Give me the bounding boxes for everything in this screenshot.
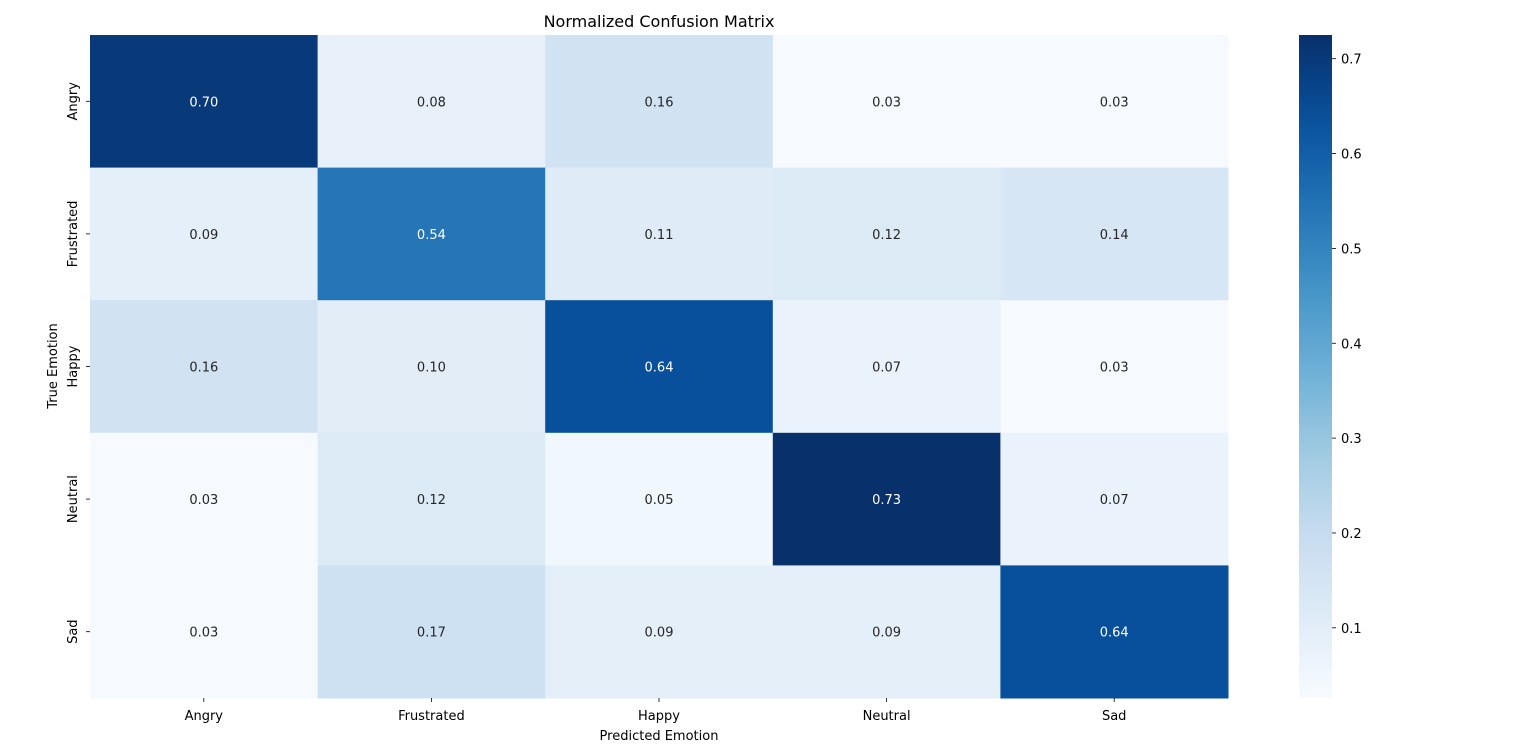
- heatmap-cell: [772, 432, 1001, 566]
- y-tick-label: Sad: [66, 619, 81, 643]
- cell-value-label: 0.08: [417, 95, 446, 110]
- heatmap-cell: [1000, 432, 1229, 566]
- cell-value-label: 0.07: [872, 361, 901, 376]
- x-tick-label: Frustrated: [398, 709, 465, 724]
- cell-value-label: 0.10: [417, 361, 446, 376]
- cell-value-label: 0.09: [872, 626, 901, 641]
- y-tick-label: Happy: [66, 345, 81, 387]
- heatmap-cell: [545, 300, 774, 434]
- y-tick-label: Neutral: [66, 475, 81, 523]
- cell-value-label: 0.12: [417, 493, 446, 508]
- heatmap-cell: [317, 300, 546, 434]
- heatmap-cell: [90, 167, 319, 301]
- heatmap-cell: [90, 565, 319, 699]
- cell-value-label: 0.11: [645, 228, 674, 243]
- heatmap-cell: [772, 300, 1001, 434]
- cell-value-label: 0.03: [1100, 361, 1129, 376]
- heatmap-cell: [772, 565, 1001, 699]
- colorbar-tick-label: 0.5: [1341, 242, 1362, 257]
- cell-value-label: 0.16: [189, 361, 218, 376]
- colorbar-tick-label: 0.6: [1341, 148, 1362, 163]
- cell-value-label: 0.64: [1100, 626, 1129, 641]
- colorbar: [1299, 35, 1332, 698]
- chart-title: Normalized Confusion Matrix: [544, 12, 775, 31]
- cell-value-label: 0.03: [189, 626, 218, 641]
- heatmap-cell: [772, 167, 1001, 301]
- cell-value-label: 0.09: [189, 228, 218, 243]
- heatmap-cells: 0.70 0.08 0.16 0.03 0.03 0.09 0.54 0.11 0.12 0.14…: [90, 35, 1229, 699]
- heatmap-cell: [317, 565, 546, 699]
- x-tick-label: Happy: [638, 709, 680, 724]
- cell-value-label: 0.70: [189, 95, 218, 110]
- colorbar-tick-label: 0.2: [1341, 527, 1362, 542]
- heatmap-cell: [1000, 565, 1229, 699]
- heatmap-cell: [90, 35, 319, 169]
- heatmap-cell: [545, 432, 774, 566]
- x-axis-ticks: Angry Frustrated Happy Neutral Sad: [185, 698, 1126, 724]
- cell-value-label: 0.14: [1100, 228, 1129, 243]
- heatmap-cell: [545, 35, 774, 169]
- y-tick-label: Frustrated: [66, 201, 81, 268]
- heatmap-cell: [1000, 35, 1229, 169]
- cell-value-label: 0.03: [872, 95, 901, 110]
- y-tick-label: Angry: [66, 82, 81, 121]
- heatmap-cell: [90, 300, 319, 434]
- colorbar-tick-label: 0.7: [1341, 53, 1362, 68]
- cell-value-label: 0.12: [872, 228, 901, 243]
- heatmap-cell: [772, 35, 1001, 169]
- colorbar-tick-label: 0.3: [1341, 432, 1362, 447]
- cell-value-label: 0.17: [417, 626, 446, 641]
- cell-value-label: 0.16: [645, 95, 674, 110]
- colorbar-tick-label: 0.1: [1341, 622, 1362, 637]
- cell-value-label: 0.03: [1100, 95, 1129, 110]
- colorbar-tick-label: 0.4: [1341, 337, 1362, 352]
- heatmap-cell: [90, 432, 319, 566]
- colorbar-ticks: 0.1 0.2 0.3 0.4 0.5 0.6 0.7: [1332, 53, 1362, 637]
- x-tick-label: Sad: [1102, 709, 1126, 724]
- y-axis-label: True Emotion: [46, 323, 61, 409]
- heatmap-cell: [1000, 167, 1229, 301]
- heatmap-cell: [317, 432, 546, 566]
- heatmap-cell: [317, 35, 546, 169]
- cell-value-label: 0.09: [645, 626, 674, 641]
- y-axis-ticks: Angry Frustrated Happy Neutral Sad: [66, 82, 90, 644]
- cell-value-label: 0.73: [872, 493, 901, 508]
- cell-value-label: 0.07: [1100, 493, 1129, 508]
- cell-value-label: 0.03: [189, 493, 218, 508]
- x-tick-label: Angry: [185, 709, 224, 724]
- heatmap-cell: [1000, 300, 1229, 434]
- cell-value-label: 0.05: [645, 493, 674, 508]
- x-tick-label: Neutral: [863, 709, 911, 724]
- heatmap-cell: [317, 167, 546, 301]
- x-axis-label: Predicted Emotion: [600, 729, 719, 744]
- heatmap-cell: [545, 565, 774, 699]
- heatmap-cell: [545, 167, 774, 301]
- cell-value-label: 0.54: [417, 228, 446, 243]
- cell-value-label: 0.64: [645, 361, 674, 376]
